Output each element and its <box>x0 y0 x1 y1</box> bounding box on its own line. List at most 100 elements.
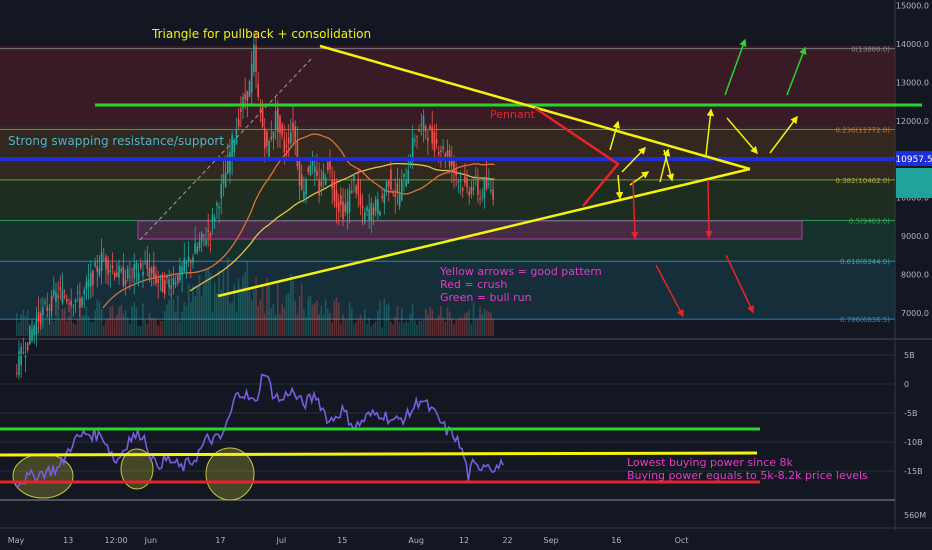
candle-body <box>472 187 475 191</box>
current-price-label: 10957.5 <box>895 155 932 165</box>
current-price-badge: 10957.5 <box>895 151 932 166</box>
volume-bar <box>329 312 331 336</box>
candle-body <box>407 170 410 184</box>
volume-bar <box>52 321 55 336</box>
volume-bar <box>287 293 290 336</box>
x-tick-label: Jun <box>144 536 158 545</box>
candle-body <box>211 214 214 222</box>
volume-bar <box>100 308 103 336</box>
volume-bar <box>337 302 340 336</box>
volume-bar <box>194 296 196 336</box>
volume-bar <box>131 306 133 336</box>
candle-body <box>216 203 218 206</box>
volume-bar <box>490 312 492 336</box>
volume-bar <box>453 323 455 336</box>
candle-body <box>287 137 290 144</box>
candle-body <box>285 145 288 147</box>
volume-bar <box>357 318 360 336</box>
volume-bar <box>83 314 86 336</box>
candle-body <box>416 136 418 138</box>
candle-body <box>361 206 364 209</box>
candle-body <box>303 191 305 199</box>
volume-bar <box>244 271 246 336</box>
candle-body <box>92 270 94 286</box>
buying-power-note-1: Lowest buying power since 8k <box>627 456 794 469</box>
candle-body <box>311 160 314 166</box>
candle-body <box>403 173 405 178</box>
volume-bar <box>166 304 168 336</box>
volume-bar <box>135 307 138 336</box>
volume-bar <box>237 278 240 336</box>
candle-body <box>129 275 131 277</box>
volume-bar <box>457 318 460 336</box>
volume-bar <box>85 306 88 336</box>
x-tick-label: 22 <box>502 536 512 545</box>
candle-body <box>148 267 151 278</box>
volume-bar <box>277 283 279 336</box>
candle-body <box>451 160 453 166</box>
triangle-title: Triangle for pullback + consolidation <box>151 27 371 41</box>
volume-bar <box>451 318 453 336</box>
volume-bar <box>94 310 96 336</box>
candle-body <box>266 131 268 146</box>
buying-power-line <box>15 373 504 488</box>
volume-bar <box>44 319 46 336</box>
candle-body <box>396 183 399 193</box>
candle-body <box>281 124 283 136</box>
indicator-yellow-line <box>0 451 758 457</box>
volume-bar <box>327 308 329 336</box>
volume-bar <box>98 301 101 336</box>
candle-body <box>70 300 72 306</box>
red-arrow <box>725 254 754 314</box>
red-arrow <box>705 179 713 239</box>
indicator-tick-label: -15B <box>904 467 923 476</box>
red-arrow <box>631 179 639 240</box>
volume-bar <box>390 321 392 336</box>
volume-bar <box>163 311 166 336</box>
candle-body <box>272 131 275 139</box>
indicator-tick-label: 560M <box>904 511 926 520</box>
volume-bar <box>261 286 264 336</box>
legend-red: Red = crush <box>440 278 507 291</box>
indicator-tick-label: 5B <box>904 351 915 360</box>
volume-bar <box>155 319 157 336</box>
candle-body <box>37 311 40 322</box>
candle-body <box>490 189 492 192</box>
candle-body <box>457 181 460 183</box>
candle-body <box>455 168 457 176</box>
volume-bar <box>368 317 370 336</box>
volume-bar <box>176 295 179 336</box>
candle-body <box>459 180 462 182</box>
candle-body <box>353 173 355 182</box>
candle-body <box>381 196 383 199</box>
candle-body <box>120 269 122 272</box>
fib-level-label: 0.618(8344.0) <box>840 258 890 266</box>
volume-bar <box>305 316 307 336</box>
volume-bar <box>346 319 349 336</box>
candle-body <box>477 178 479 195</box>
candle-body <box>305 179 307 195</box>
candle-body <box>324 177 327 185</box>
candle-body <box>46 306 49 311</box>
candle-body <box>31 329 33 341</box>
candle-body <box>479 198 481 200</box>
resistance-label: Strong swapping resistance/support <box>8 134 224 148</box>
candle-body <box>233 140 236 153</box>
buying-power-ellipse <box>120 448 154 490</box>
candle-body <box>309 165 312 176</box>
volume-bar <box>479 306 481 336</box>
candle-body <box>250 63 253 93</box>
volume-bar <box>205 269 207 336</box>
candle-body <box>170 285 173 289</box>
fib-level-label: 0(13880.0) <box>851 46 890 54</box>
candle-body <box>96 266 99 272</box>
x-tick-label: 16 <box>611 536 621 545</box>
volume-bar <box>440 306 442 336</box>
candle-body <box>198 241 201 248</box>
volume-bar <box>153 317 155 336</box>
legend-green: Green = bull run <box>440 291 532 304</box>
candle-body <box>22 352 25 354</box>
volume-bar <box>387 303 390 336</box>
candle-body <box>368 208 370 222</box>
candle-body <box>205 239 207 245</box>
